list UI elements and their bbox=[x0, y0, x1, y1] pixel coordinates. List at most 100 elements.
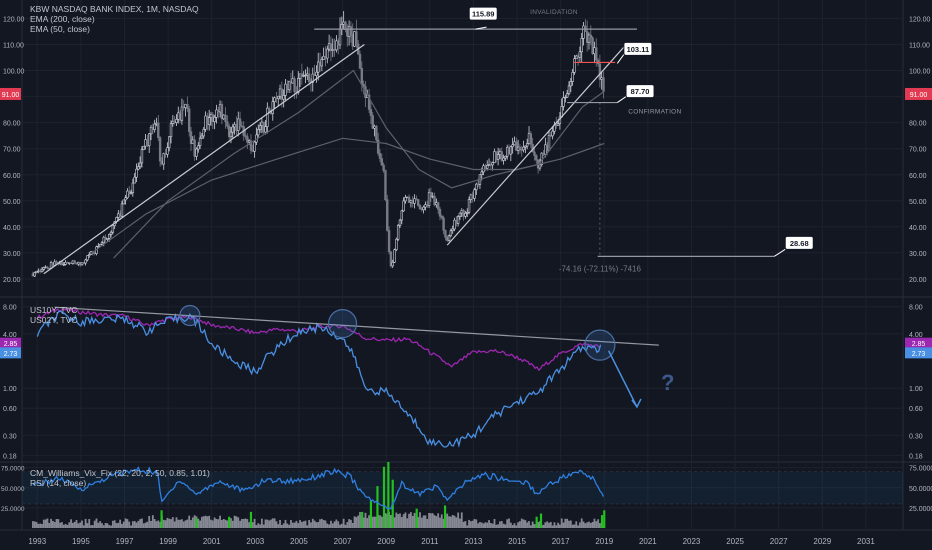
vix-bar bbox=[451, 514, 454, 528]
candle-body bbox=[293, 78, 296, 93]
vix-bar bbox=[350, 519, 352, 528]
candle-body bbox=[311, 73, 314, 83]
vix-bar bbox=[146, 521, 149, 528]
vix-tick-label-left: 50.0000 bbox=[1, 486, 25, 493]
time-axis[interactable]: 1993 1995 1997 1999 2001 2003 2005 2007 2009 2011… bbox=[28, 537, 875, 546]
vix-bar bbox=[173, 521, 176, 528]
price-tick-label-left: 60.00 bbox=[3, 173, 21, 180]
vix-bar bbox=[471, 520, 474, 528]
vix-bar bbox=[233, 515, 236, 528]
candle-body bbox=[580, 38, 583, 53]
candle-body bbox=[200, 135, 204, 139]
arrow-head bbox=[631, 398, 642, 409]
price-scales[interactable]: 20.00 20.00 30.00 30.00 40.00 40.00 50.00 50.00… bbox=[0, 16, 932, 513]
candle-body bbox=[335, 40, 338, 51]
vix-bar-green bbox=[443, 505, 447, 528]
vix-bar bbox=[553, 522, 556, 528]
candle-body bbox=[287, 80, 291, 91]
vix-bar bbox=[390, 515, 392, 528]
vix-bar bbox=[155, 521, 158, 528]
vix-bar bbox=[39, 523, 42, 528]
x-tick-label: 2027 bbox=[770, 537, 788, 546]
vix-bar-green bbox=[382, 466, 386, 528]
us02y-label[interactable]: US02Y, TVC bbox=[30, 315, 78, 325]
candle-body bbox=[307, 73, 311, 82]
symbol-title[interactable]: KBW NASDAQ BANK INDEX, 1M, NASDAQ bbox=[30, 4, 199, 14]
price-pane[interactable]: 115.89 103.11 87.70 28.68 INVALIDATION CONFIR… bbox=[31, 6, 814, 278]
candle-body bbox=[393, 249, 396, 263]
candle-body bbox=[187, 108, 191, 132]
vix-bar bbox=[273, 518, 276, 528]
vix-bar bbox=[253, 518, 256, 528]
candle-body bbox=[215, 109, 218, 118]
vix-bar bbox=[68, 522, 71, 528]
candle-body bbox=[436, 202, 440, 210]
candle-body bbox=[451, 228, 454, 232]
x-tick-label: 2007 bbox=[334, 537, 352, 546]
vix-bar bbox=[395, 512, 398, 528]
vix-bar bbox=[150, 520, 152, 528]
vix-bar bbox=[575, 521, 578, 528]
rsi-label[interactable]: RSI (14, close) bbox=[30, 478, 87, 488]
yield-tick-label: 0.60 bbox=[909, 406, 923, 413]
vix-bar bbox=[548, 522, 550, 528]
price-tick-label: 30.00 bbox=[909, 251, 927, 258]
vix-bar bbox=[148, 516, 151, 528]
vix-bar bbox=[482, 523, 485, 528]
vix-bar bbox=[166, 517, 169, 528]
candle-body bbox=[244, 135, 247, 138]
vix-bar-green bbox=[415, 508, 418, 528]
vix-rsi-pane[interactable] bbox=[22, 462, 903, 528]
vix-bar bbox=[53, 522, 56, 528]
vix-bar bbox=[457, 512, 460, 528]
candle-body bbox=[189, 131, 193, 144]
candle-body bbox=[598, 63, 602, 80]
price-tick-label-left: 40.00 bbox=[3, 225, 21, 232]
vix-bar bbox=[186, 519, 189, 528]
candle-body bbox=[300, 73, 304, 77]
vix-bar bbox=[333, 521, 336, 528]
vix-bar bbox=[208, 515, 211, 528]
vix-bar bbox=[64, 523, 67, 528]
us10y-label[interactable]: US10Y, TVC bbox=[30, 305, 78, 315]
yield-pane[interactable]: ? bbox=[36, 304, 674, 448]
vix-bar bbox=[181, 519, 183, 528]
vix-bar bbox=[513, 523, 516, 528]
candle-body bbox=[355, 31, 358, 45]
vix-bar bbox=[175, 517, 178, 528]
vix-bar bbox=[171, 517, 174, 528]
vix-bar bbox=[397, 514, 400, 528]
vix-bar bbox=[204, 515, 207, 528]
candle-body bbox=[42, 267, 46, 270]
vix-bar bbox=[126, 519, 129, 528]
vix-bar bbox=[551, 525, 554, 528]
projection-arrow bbox=[607, 350, 638, 408]
vix-bar bbox=[46, 518, 49, 528]
vix-bar bbox=[495, 524, 498, 528]
x-tick-label: 1999 bbox=[159, 537, 177, 546]
candle-body bbox=[304, 74, 307, 77]
x-tick-label: 2023 bbox=[683, 537, 701, 546]
vix-fix-label[interactable]: CM_Williams_Vix_Fix (22, 20, 2, 50, 0.85… bbox=[30, 468, 210, 478]
price-tick-label: 50.00 bbox=[909, 199, 927, 206]
vix-tick-label: 75.0000 bbox=[909, 466, 932, 473]
candle-body bbox=[157, 122, 160, 138]
candle-body bbox=[86, 255, 89, 261]
ema200-label[interactable]: EMA (200, close) bbox=[30, 14, 95, 24]
vix-bar bbox=[324, 520, 327, 528]
vix-bar bbox=[51, 520, 54, 528]
ema50-label[interactable]: EMA (50, close) bbox=[30, 24, 90, 34]
vix-bar bbox=[50, 518, 52, 528]
candle-body bbox=[422, 206, 425, 211]
vix-bar bbox=[190, 520, 192, 528]
callout-value: 103.11 bbox=[627, 45, 650, 54]
candle-body bbox=[473, 189, 476, 199]
vix-bar bbox=[41, 524, 43, 528]
vix-bar bbox=[473, 519, 476, 528]
vix-bar bbox=[106, 523, 109, 528]
vix-bar bbox=[460, 512, 463, 528]
candle-body bbox=[126, 190, 129, 199]
vix-bar bbox=[240, 518, 243, 528]
vix-bar bbox=[286, 523, 289, 528]
